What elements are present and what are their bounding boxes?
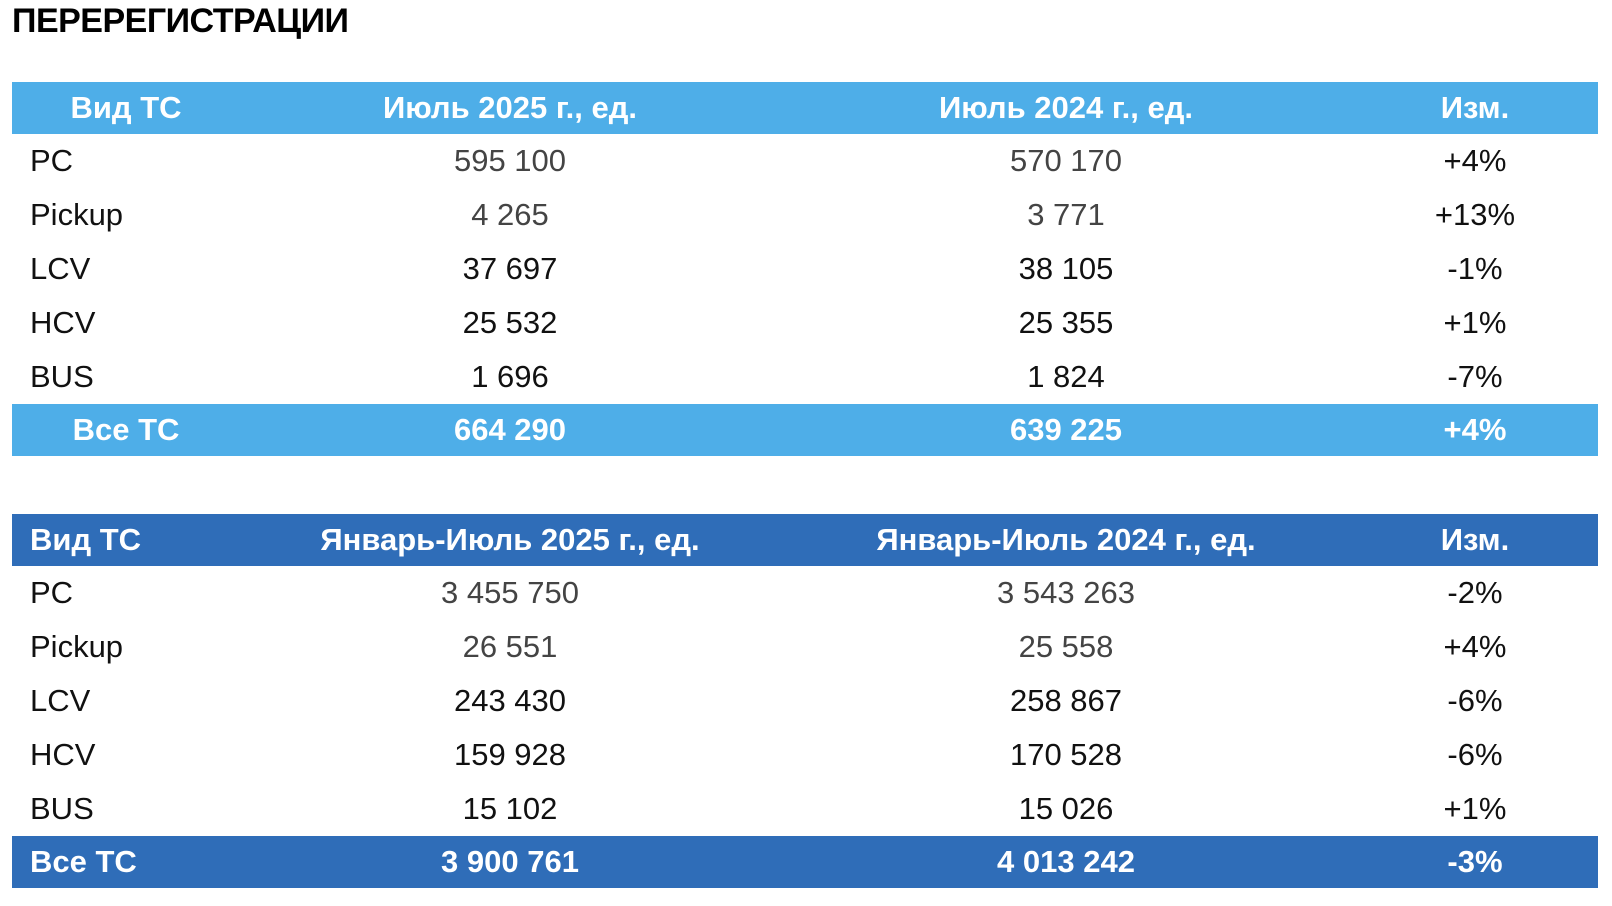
cell: 595 100 [453,143,567,178]
cell: +4% [1443,629,1507,664]
cell: Вид ТС [70,90,182,125]
cell: -1% [1447,251,1503,286]
cell: 258 867 [1009,683,1123,718]
cell: +4% [1443,143,1507,178]
cell: BUS [30,791,94,826]
header-row: Вид ТС Январь-Июль 2025 г., ед. Январь-Июл… [12,514,1598,566]
table: Вид ТС Январь-Июль 2025 г., ед. Январь-Июл… [12,514,1598,888]
cell: Все ТС [30,844,137,879]
cell: -7% [1447,359,1503,394]
cell: 1 824 [1027,359,1105,394]
cell: 1 696 [471,359,549,394]
data-row: LCV 37 697 38 105 -1% [12,242,1598,296]
cell: 15 026 [1018,791,1114,826]
cell: Январь-Июль 2024 г., ед. [876,522,1256,557]
data-row: BUS 1 696 1 824 -7% [12,350,1598,404]
cell: 26 551 [462,629,558,664]
cell: -6% [1447,737,1503,772]
cell: 25 355 [1018,305,1114,340]
total-row: Все ТС 664 290 639 225 +4% [12,404,1598,456]
cell: HCV [30,737,96,772]
header-row: Вид ТС Июль 2025 г., ед. Июль 2024 г., ед.… [12,82,1598,134]
data-row: Pickup 4 265 3 771 +13% [12,188,1598,242]
cell: +13% [1434,197,1516,232]
cell: 243 430 [453,683,567,718]
cell: Вид ТС [30,522,142,557]
cell: Pickup [30,197,124,232]
cell: 639 225 [1009,412,1123,447]
cell: -6% [1447,683,1503,718]
data-row: PC 595 100 570 170 +4% [12,134,1598,188]
cell: 4 013 242 [997,844,1135,879]
cell: +1% [1443,791,1507,826]
cell: 3 455 750 [441,575,579,610]
cell: HCV [30,305,96,340]
data-row: Pickup 26 551 25 558 +4% [12,620,1598,674]
cell: LCV [30,683,91,718]
cell: Январь-Июль 2025 г., ед. [320,522,700,557]
cell: 4 265 [471,197,549,232]
cell: 25 558 [1018,629,1114,664]
cell: -2% [1447,575,1503,610]
cell: LCV [30,251,91,286]
cell: +4% [1443,412,1507,447]
data-row: PC 3 455 750 3 543 263 -2% [12,566,1598,620]
cell: 3 543 263 [997,575,1135,610]
cell: Pickup [30,629,124,664]
cell: 3 900 761 [441,844,579,879]
page-title: ПЕРЕРЕГИСТРАЦИИ [12,2,349,40]
table: Вид ТС Июль 2025 г., ед. Июль 2024 г., ед.… [12,82,1598,456]
cell: 570 170 [1009,143,1123,178]
cell: 15 102 [462,791,558,826]
cell: 25 532 [462,305,558,340]
cell: 38 105 [1018,251,1114,286]
cell: 664 290 [453,412,567,447]
cell: Изм. [1440,90,1510,125]
cell: +1% [1443,305,1507,340]
cell: 159 928 [453,737,567,772]
cell: Июль 2024 г., ед. [938,90,1194,125]
cell: PC [30,575,74,610]
data-row: HCV 25 532 25 355 +1% [12,296,1598,350]
total-row: Все ТС 3 900 761 4 013 242 -3% [12,836,1598,888]
data-row: BUS 15 102 15 026 +1% [12,782,1598,836]
cell: Все ТС [72,412,180,447]
cell: 37 697 [462,251,558,286]
cell: Изм. [1440,522,1510,557]
data-row: LCV 243 430 258 867 -6% [12,674,1598,728]
cell: 170 528 [1009,737,1123,772]
cell: BUS [30,359,94,394]
cell: -3% [1447,844,1503,879]
cell: PC [30,143,74,178]
cell: 3 771 [1027,197,1105,232]
data-row: HCV 159 928 170 528 -6% [12,728,1598,782]
cell: Июль 2025 г., ед. [382,90,638,125]
